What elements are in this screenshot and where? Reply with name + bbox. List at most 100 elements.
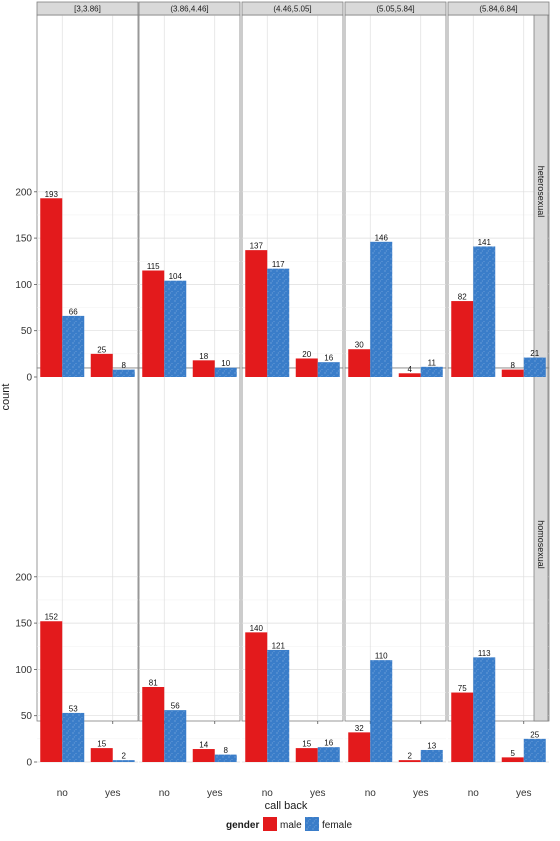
bar-value-label: 110	[375, 652, 388, 661]
bar-value-label: 10	[221, 359, 230, 368]
bar-value-label: 121	[272, 641, 286, 650]
bar-value-label: 4	[408, 365, 413, 374]
x-tick-label: yes	[516, 788, 532, 799]
bar-female	[523, 738, 546, 762]
bar-value-label: 15	[97, 740, 106, 749]
bar-value-label: 56	[171, 702, 180, 711]
y-tick-label: 200	[15, 187, 32, 198]
bar-male	[245, 250, 268, 377]
bar-male	[398, 373, 421, 377]
bar-female	[317, 747, 340, 762]
bar-female	[317, 362, 340, 377]
bar-female	[112, 760, 135, 762]
bar-value-label: 8	[511, 361, 516, 370]
bar-male	[501, 757, 524, 762]
bar-female	[164, 280, 187, 377]
x-tick-label: no	[365, 788, 377, 799]
bar-value-label: 11	[428, 358, 437, 367]
bar-female	[523, 357, 546, 377]
panel-background	[447, 367, 550, 722]
bar-value-label: 115	[147, 262, 160, 271]
bar-value-label: 53	[69, 704, 78, 713]
y-axis-title: count	[0, 384, 12, 411]
y-tick-label: 0	[26, 373, 32, 384]
bar-female	[370, 241, 393, 377]
bar-value-label: 117	[272, 260, 285, 269]
bar-male	[451, 692, 474, 762]
x-tick-label: no	[57, 788, 69, 799]
bar-female	[420, 366, 443, 377]
bar-male	[501, 369, 524, 377]
bar-value-label: 2	[122, 752, 127, 761]
bar-value-label: 75	[458, 684, 467, 693]
x-tick-label: yes	[310, 788, 326, 799]
bar-value-label: 8	[224, 746, 229, 755]
bar-male	[348, 349, 371, 377]
bar-female	[214, 367, 237, 377]
bar-value-label: 32	[355, 724, 364, 733]
column-strip	[447, 1, 550, 16]
bar-female	[370, 660, 393, 762]
bar-value-label: 5	[511, 749, 516, 758]
bar-female	[62, 712, 85, 762]
column-facet-label: [3,3.86]	[74, 5, 101, 14]
bar-value-label: 25	[530, 730, 539, 739]
y-tick-label: 150	[15, 234, 32, 245]
y-tick-label: 150	[15, 619, 32, 630]
bar-value-label: 66	[69, 307, 78, 316]
bar-value-label: 16	[324, 739, 333, 748]
bar-male	[40, 198, 63, 377]
y-tick-label: 200	[15, 572, 32, 583]
bar-value-label: 20	[302, 350, 311, 359]
bar-female	[164, 710, 187, 762]
x-tick-label: no	[468, 788, 480, 799]
panel-background	[138, 367, 241, 722]
text-layer: 1932566811518104101372011716304146118281…	[0, 5, 546, 832]
column-strip	[36, 1, 139, 16]
bar-female	[62, 315, 85, 377]
bar-value-label: 15	[302, 740, 311, 749]
bar-value-label: 18	[199, 352, 208, 361]
y-tick-label: 50	[21, 711, 33, 722]
bar-value-label: 141	[478, 238, 492, 247]
legend-title: gender	[226, 820, 259, 831]
panels-layer	[34, 1, 550, 763]
bar-male	[245, 632, 268, 762]
column-strip	[241, 1, 344, 16]
bar-female	[267, 649, 290, 762]
bar-value-label: 146	[375, 233, 389, 242]
bar-value-label: 137	[250, 242, 264, 251]
column-strip	[138, 1, 241, 16]
column-strip	[344, 1, 447, 16]
bar-value-label: 81	[149, 678, 158, 687]
bar-value-label: 8	[122, 361, 127, 370]
x-tick-label: yes	[413, 788, 429, 799]
x-tick-label: yes	[207, 788, 223, 799]
bar-female	[420, 749, 443, 762]
bar-female	[112, 369, 135, 377]
y-tick-label: 0	[26, 758, 32, 769]
bar-male	[295, 748, 318, 762]
bar-female	[214, 754, 237, 762]
legend-label-female: female	[322, 820, 352, 831]
row-facet-label: heterosexual	[536, 166, 546, 218]
bar-male	[451, 301, 474, 377]
bar-female	[473, 657, 496, 762]
panel-background	[344, 367, 447, 722]
marks-layer	[40, 198, 546, 831]
bar-female	[473, 246, 496, 377]
legend-label-male: male	[280, 820, 302, 831]
column-facet-label: (3.86,4.46]	[170, 5, 208, 14]
y-tick-label: 100	[15, 665, 32, 676]
bar-value-label: 14	[199, 741, 208, 750]
legend-swatch-male	[263, 817, 277, 831]
bar-value-label: 140	[250, 624, 264, 633]
column-facet-label: (4.46,5.05]	[273, 5, 311, 14]
bar-male	[348, 732, 371, 762]
column-facet-label: (5.05,5.84]	[376, 5, 414, 14]
x-tick-label: yes	[105, 788, 121, 799]
bar-value-label: 2	[408, 752, 413, 761]
y-tick-label: 50	[21, 326, 33, 337]
